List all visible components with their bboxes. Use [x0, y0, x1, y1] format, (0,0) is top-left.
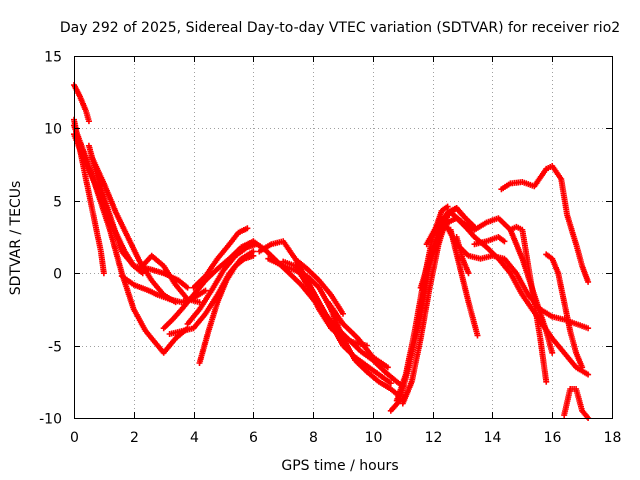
data-point-markers — [88, 154, 179, 306]
series-arc-29 — [498, 163, 592, 285]
series-arc-27 — [453, 234, 472, 277]
y-axis-label: SDTVAR / TECUs — [8, 181, 24, 296]
x-tick-label: 16 — [544, 430, 562, 446]
data-point-markers — [507, 223, 550, 385]
x-tick-label: 4 — [190, 430, 199, 446]
y-tick-label: 15 — [44, 50, 62, 66]
data-point-markers — [280, 258, 370, 349]
chart-title: Day 292 of 2025, Sidereal Day-to-day VTE… — [60, 20, 620, 36]
x-axis-label: GPS time / hours — [281, 458, 398, 474]
grid — [74, 56, 612, 418]
x-tick-label: 10 — [365, 430, 383, 446]
y-tick-label: -10 — [39, 412, 62, 428]
axis-ticks: 0 2 4 6 8 10 12 14 16 18 -10 -5 0 5 10 15 — [39, 50, 621, 447]
series-arc-32 — [561, 386, 592, 421]
series-arc-26 — [447, 226, 481, 339]
data-point-markers — [295, 258, 346, 317]
series-arc-19 — [325, 299, 391, 371]
data-point-markers — [561, 386, 592, 421]
data-point-markers — [453, 234, 472, 277]
y-tick-label: 0 — [53, 267, 62, 283]
data-point-markers — [543, 251, 586, 371]
series-arc-17 — [280, 258, 370, 349]
series-arc-13 — [184, 241, 260, 327]
data-point-markers — [325, 299, 391, 371]
series-arc-28 — [471, 234, 508, 248]
x-tick-label: 12 — [425, 430, 443, 446]
data-marks — [71, 82, 592, 421]
series-arc-12 — [190, 225, 251, 291]
series-arc-31 — [543, 251, 586, 371]
series-arc-6 — [88, 154, 179, 306]
x-tick-label: 18 — [604, 430, 622, 446]
data-point-markers — [447, 226, 481, 339]
series-arc-11 — [196, 252, 257, 366]
y-tick-label: 5 — [53, 195, 62, 211]
plot-frame — [74, 56, 613, 419]
data-point-markers — [184, 241, 260, 327]
series-arc-18 — [295, 258, 346, 317]
data-point-markers — [196, 252, 257, 366]
x-tick-label: 14 — [484, 430, 502, 446]
x-tick-label: 6 — [249, 430, 258, 446]
y-tick-label: 10 — [44, 122, 62, 138]
y-tick-label: -5 — [48, 340, 62, 356]
x-tick-label: 8 — [309, 430, 318, 446]
x-tick-label: 0 — [70, 430, 79, 446]
series-arc-30 — [507, 223, 550, 385]
x-tick-label: 2 — [130, 430, 139, 446]
data-point-markers — [190, 225, 251, 291]
data-point-markers — [498, 163, 592, 285]
data-point-markers — [471, 234, 508, 248]
